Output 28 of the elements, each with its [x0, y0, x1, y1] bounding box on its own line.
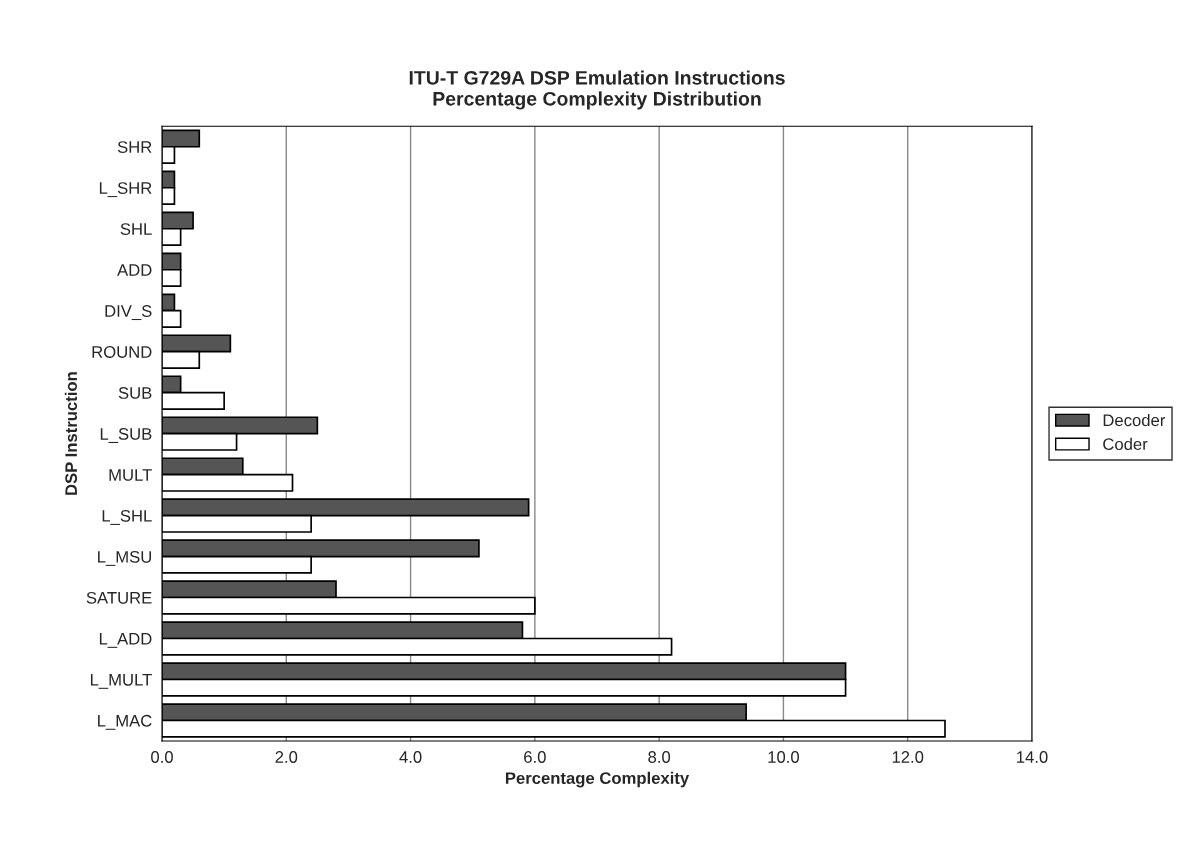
y-tick-label: ROUND [92, 346, 152, 358]
chart-title: ITU-T G729A DSP Emulation Instructions Percentage Complexity Distribution [409, 70, 785, 110]
y-axis-title: DSP Instruction [64, 372, 78, 495]
x-tick-label: 8.0 [648, 751, 671, 763]
x-tick-label: 12.0 [892, 751, 924, 763]
y-tick-label: SHL [120, 223, 152, 235]
y-tick-label: L_SHL [102, 509, 152, 525]
y-tick-label: L_MSU [98, 550, 151, 566]
y-tick-label: MULT [109, 469, 152, 481]
y-tick-label: L_MAC [98, 714, 152, 730]
y-tick-label: ADD [117, 264, 152, 276]
x-tick-label: 14.0 [1017, 751, 1048, 763]
x-tick-label: 2.0 [275, 751, 298, 763]
y-tick-label: L_MULT [90, 674, 152, 689]
y-tick-label: SHR [117, 141, 152, 153]
x-axis-title: Percentage Complexity [505, 771, 690, 788]
y-tick-label: DIV_S [105, 305, 152, 321]
y-tick-label: SUB [118, 387, 152, 399]
y-tick-label: L_ADD [99, 633, 152, 648]
x-tick-label: 0.0 [151, 751, 173, 763]
y-tick-label: L_SUB [100, 428, 152, 443]
y-tick-label: L_SHR [99, 182, 152, 198]
y-tick-label: SATURE [86, 591, 152, 604]
legend-label: Coder [1103, 437, 1148, 451]
x-tick-label: 6.0 [524, 751, 546, 763]
x-tick-label: 10.0 [768, 751, 799, 763]
x-tick-label: 4.0 [399, 751, 422, 763]
legend-label: Decoder [1103, 413, 1166, 427]
